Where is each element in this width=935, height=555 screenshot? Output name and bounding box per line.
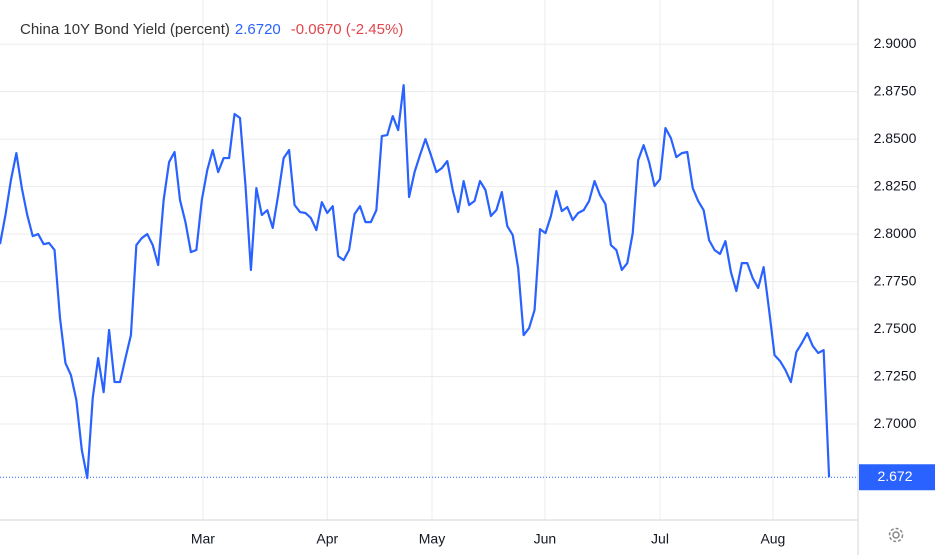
y-tick-label: 2.9000: [874, 35, 917, 51]
x-tick-label: Aug: [760, 531, 785, 547]
grid: [0, 0, 858, 520]
y-tick-label: 2.8750: [874, 82, 917, 98]
y-tick-label: 2.7500: [874, 320, 917, 336]
y-tick-label: 2.7250: [874, 367, 917, 383]
y-tick-label: 2.7000: [874, 415, 917, 431]
x-tick-label: Apr: [316, 531, 338, 547]
x-tick-label: Jun: [534, 531, 557, 547]
price-change: -0.0670 (-2.45%): [291, 21, 404, 38]
x-tick-label: May: [419, 531, 445, 547]
y-tick-label: 2.8250: [874, 177, 917, 193]
x-tick-label: Mar: [191, 531, 215, 547]
line-series: [0, 84, 831, 480]
y-tick-label: 2.7750: [874, 272, 917, 288]
last-price: 2.6720: [235, 21, 281, 38]
chart-title: China 10Y Bond Yield (percent): [20, 21, 230, 38]
last-value-badge: [859, 464, 935, 491]
last-value-label: 2.672: [877, 468, 912, 484]
x-tick-label: Jul: [651, 531, 669, 547]
settings-icon[interactable]: [888, 527, 904, 543]
y-tick-label: 2.8000: [874, 225, 917, 241]
y-tick-label: 2.8500: [874, 130, 917, 146]
